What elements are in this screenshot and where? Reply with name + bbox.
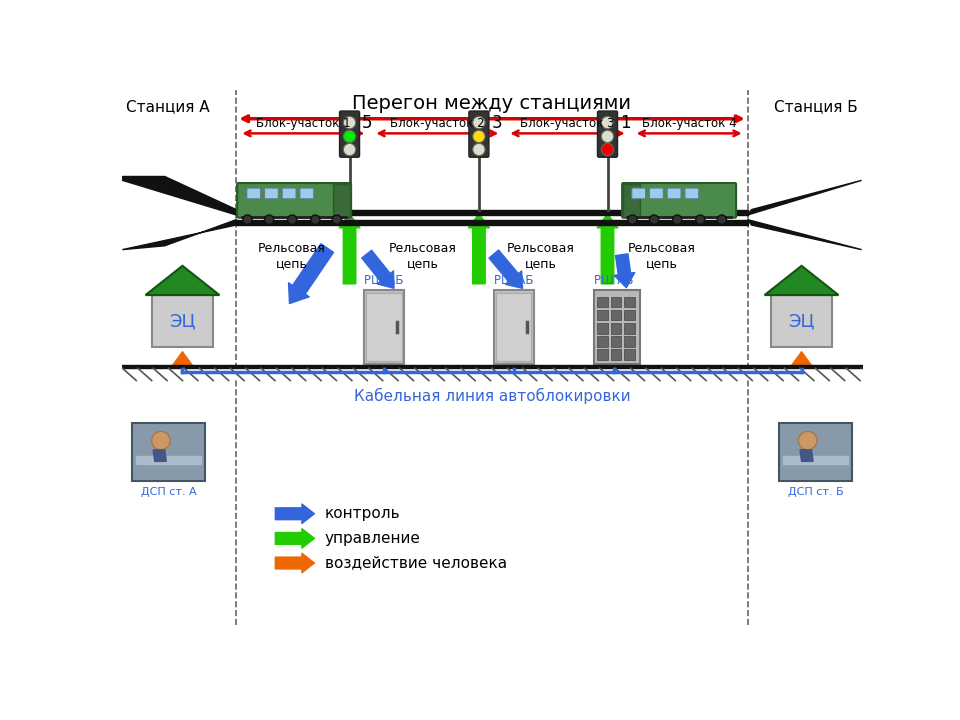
FancyBboxPatch shape — [597, 310, 608, 320]
Circle shape — [650, 215, 659, 224]
Text: ДСП ст. Б: ДСП ст. Б — [787, 487, 843, 498]
Circle shape — [288, 215, 297, 224]
Polygon shape — [764, 266, 838, 295]
Text: воздействие человека: воздействие человека — [324, 556, 507, 570]
FancyBboxPatch shape — [593, 290, 639, 364]
Circle shape — [673, 215, 682, 224]
Circle shape — [601, 117, 613, 129]
FancyBboxPatch shape — [624, 297, 636, 307]
FancyBboxPatch shape — [771, 295, 832, 348]
Text: Рельсовая
цепь: Рельсовая цепь — [389, 242, 457, 270]
FancyBboxPatch shape — [622, 183, 736, 217]
FancyBboxPatch shape — [611, 323, 621, 333]
FancyBboxPatch shape — [367, 293, 402, 361]
FancyBboxPatch shape — [684, 188, 699, 199]
Text: РШ АБ: РШ АБ — [493, 274, 534, 287]
Text: Перегон между станциями: Перегон между станциями — [352, 94, 632, 113]
FancyBboxPatch shape — [611, 336, 621, 346]
Text: РШ АБ: РШ АБ — [365, 274, 404, 287]
Circle shape — [152, 431, 170, 450]
Text: ДСП ст. А: ДСП ст. А — [141, 487, 197, 498]
FancyBboxPatch shape — [611, 310, 621, 320]
FancyBboxPatch shape — [364, 290, 404, 364]
FancyBboxPatch shape — [340, 111, 360, 157]
Text: Рельсовая
цепь: Рельсовая цепь — [507, 242, 574, 270]
FancyBboxPatch shape — [624, 310, 636, 320]
Text: управление: управление — [324, 531, 420, 546]
FancyBboxPatch shape — [650, 188, 663, 199]
Circle shape — [344, 117, 356, 129]
Polygon shape — [154, 450, 166, 462]
FancyBboxPatch shape — [624, 336, 636, 346]
Circle shape — [601, 130, 613, 143]
Polygon shape — [748, 180, 861, 215]
Text: Рельсовая
цепь: Рельсовая цепь — [258, 242, 325, 270]
FancyBboxPatch shape — [624, 349, 636, 360]
Polygon shape — [146, 266, 220, 295]
Text: ЭЦ: ЭЦ — [788, 312, 815, 330]
Circle shape — [717, 215, 727, 224]
Polygon shape — [748, 220, 861, 250]
Circle shape — [472, 130, 485, 143]
FancyBboxPatch shape — [597, 297, 608, 307]
FancyBboxPatch shape — [468, 111, 489, 157]
Circle shape — [472, 143, 485, 156]
Text: ЭЦ: ЭЦ — [169, 312, 196, 330]
FancyBboxPatch shape — [779, 423, 852, 481]
Circle shape — [344, 130, 356, 143]
Circle shape — [311, 215, 320, 224]
Text: РШ АБ: РШ АБ — [594, 274, 634, 287]
Polygon shape — [800, 450, 813, 462]
Circle shape — [332, 215, 342, 224]
FancyBboxPatch shape — [300, 188, 314, 199]
FancyBboxPatch shape — [237, 183, 351, 217]
FancyBboxPatch shape — [597, 336, 608, 346]
FancyBboxPatch shape — [597, 323, 608, 333]
Text: контроль: контроль — [324, 506, 400, 521]
FancyBboxPatch shape — [611, 349, 621, 360]
Circle shape — [601, 143, 613, 156]
Circle shape — [344, 143, 356, 156]
FancyBboxPatch shape — [496, 293, 531, 361]
FancyBboxPatch shape — [632, 188, 646, 199]
FancyBboxPatch shape — [132, 423, 205, 481]
Circle shape — [264, 215, 274, 224]
Text: Станция Б: Станция Б — [774, 99, 857, 114]
FancyBboxPatch shape — [611, 297, 621, 307]
Polygon shape — [123, 220, 236, 250]
FancyBboxPatch shape — [152, 295, 213, 348]
Text: Кабельная линия автоблокировки: Кабельная линия автоблокировки — [353, 388, 631, 404]
Text: Блок-участок 3: Блок-участок 3 — [520, 117, 614, 130]
Circle shape — [243, 215, 252, 224]
FancyBboxPatch shape — [597, 111, 617, 157]
Text: Блок-участок 1: Блок-участок 1 — [256, 117, 350, 130]
Text: 5: 5 — [362, 114, 372, 132]
FancyBboxPatch shape — [624, 323, 636, 333]
Text: 1: 1 — [620, 114, 631, 132]
FancyBboxPatch shape — [493, 290, 534, 364]
FancyBboxPatch shape — [247, 188, 260, 199]
Circle shape — [696, 215, 705, 224]
Polygon shape — [623, 184, 640, 217]
Circle shape — [628, 215, 637, 224]
Text: Рельсовая
цепь: Рельсовая цепь — [628, 242, 695, 270]
FancyBboxPatch shape — [264, 188, 278, 199]
FancyBboxPatch shape — [667, 188, 681, 199]
Polygon shape — [123, 176, 236, 215]
FancyBboxPatch shape — [282, 188, 296, 199]
Text: Блок-участок 4: Блок-участок 4 — [642, 117, 736, 130]
Circle shape — [472, 117, 485, 129]
Text: 3: 3 — [492, 114, 502, 132]
FancyBboxPatch shape — [597, 349, 608, 360]
Polygon shape — [333, 184, 350, 217]
Text: Блок-участок 2: Блок-участок 2 — [390, 117, 485, 130]
Circle shape — [799, 431, 817, 450]
Text: Станция А: Станция А — [127, 99, 210, 114]
